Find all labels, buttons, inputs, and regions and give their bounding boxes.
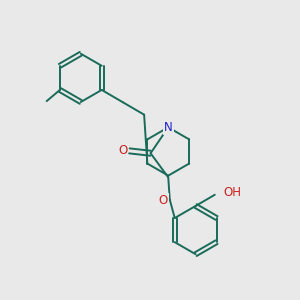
Text: N: N: [164, 121, 172, 134]
Text: O: O: [159, 194, 168, 207]
Text: O: O: [118, 144, 128, 158]
Text: OH: OH: [223, 186, 241, 199]
